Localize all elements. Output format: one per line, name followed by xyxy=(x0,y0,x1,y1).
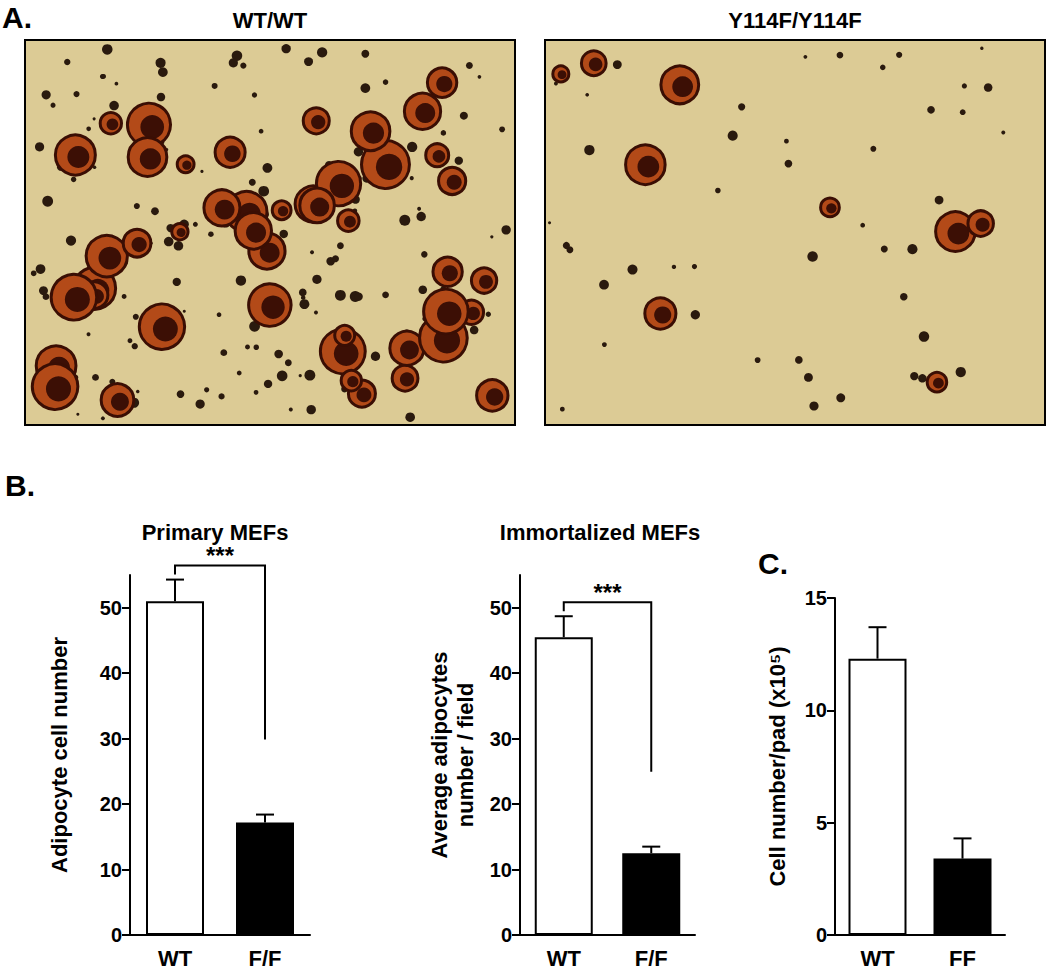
svg-text:50: 50 xyxy=(490,597,512,619)
svg-text:Primary MEFs: Primary MEFs xyxy=(142,520,289,545)
svg-text:WT: WT xyxy=(158,946,193,971)
svg-text:WT/WT: WT/WT xyxy=(233,8,308,33)
svg-text:number / field: number / field xyxy=(453,683,478,827)
svg-text:***: *** xyxy=(593,579,622,606)
svg-text:50: 50 xyxy=(100,597,122,619)
svg-text:FF: FF xyxy=(949,946,976,971)
svg-text:10: 10 xyxy=(490,859,512,881)
svg-text:B.: B. xyxy=(5,469,35,502)
svg-text:0: 0 xyxy=(816,924,827,946)
svg-text:40: 40 xyxy=(490,662,512,684)
svg-text:A.: A. xyxy=(2,1,32,34)
svg-text:Y114F/Y114F: Y114F/Y114F xyxy=(728,8,861,33)
svg-text:30: 30 xyxy=(490,728,512,750)
svg-text:15: 15 xyxy=(805,587,827,609)
svg-text:20: 20 xyxy=(490,793,512,815)
svg-text:F/F: F/F xyxy=(635,946,668,971)
svg-text:WT: WT xyxy=(860,946,895,971)
svg-text:Average adipocytes: Average adipocytes xyxy=(427,651,452,858)
svg-text:Cell number/pad (x10⁵): Cell number/pad (x10⁵) xyxy=(765,646,790,886)
svg-text:F/F: F/F xyxy=(249,946,282,971)
svg-text:10: 10 xyxy=(805,699,827,721)
svg-text:WT: WT xyxy=(547,946,582,971)
svg-text:Adipocyte cell number: Adipocyte cell number xyxy=(47,637,72,873)
svg-text:Immortalized MEFs: Immortalized MEFs xyxy=(500,520,700,545)
svg-text:10: 10 xyxy=(100,859,122,881)
svg-text:***: *** xyxy=(206,542,235,569)
svg-text:0: 0 xyxy=(501,924,512,946)
svg-text:20: 20 xyxy=(100,793,122,815)
svg-text:30: 30 xyxy=(100,728,122,750)
svg-text:5: 5 xyxy=(816,812,827,834)
svg-text:40: 40 xyxy=(100,662,122,684)
svg-text:0: 0 xyxy=(111,924,122,946)
svg-text:C.: C. xyxy=(758,547,788,580)
